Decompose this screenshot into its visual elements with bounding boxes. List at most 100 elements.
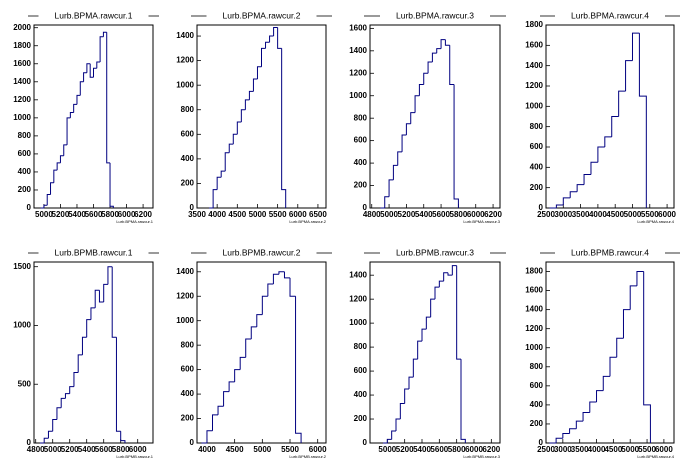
histogram-bin (295, 296, 302, 443)
x-tick-label: 2500 (537, 210, 555, 219)
frame (545, 261, 675, 444)
histogram-bin (53, 169, 58, 183)
y-tick-label: 200 (18, 185, 32, 194)
histogram-bin (638, 33, 647, 208)
title-box (206, 10, 317, 23)
histogram-bin (250, 326, 257, 340)
histogram-bin (443, 272, 448, 282)
y-tick-label: 1200 (176, 291, 194, 300)
x-tick-label: 6000 (309, 445, 327, 454)
x-tick-label: 3000 (554, 445, 572, 454)
histogram-bin (555, 437, 563, 443)
histogram-bin (590, 161, 598, 175)
histogram-bin (583, 173, 591, 185)
y-tick-label: 1600 (349, 23, 367, 32)
y-tick-label: 600 (354, 136, 368, 145)
histogram-bin (631, 32, 640, 61)
x-tick-label: 5200 (61, 445, 79, 454)
histogram-bin (629, 285, 637, 310)
histogram-bin (224, 152, 230, 172)
x-tick-label: 5000 (253, 445, 271, 454)
x-tick-label: 4000 (198, 445, 216, 454)
histogram-bin (569, 428, 577, 434)
y-tick-label: 1200 (13, 95, 31, 104)
y-tick-label: 2000 (13, 23, 31, 32)
histogram-bin (220, 170, 226, 178)
histogram-bin (392, 164, 398, 180)
y-tick-label: 1400 (176, 267, 194, 276)
histogram-bin (438, 280, 444, 288)
histogram-bin (120, 431, 126, 443)
x-tick-label: 4500 (606, 210, 624, 219)
histogram-bin (436, 48, 442, 54)
histogram-bin (256, 66, 262, 80)
x-tick-label: 6000 (465, 445, 483, 454)
histogram-bin (569, 191, 578, 198)
chart-title: Lurb.BPMB.rawcur.1 (55, 247, 133, 257)
histogram-bin (272, 273, 279, 285)
histogram-bin (216, 176, 222, 190)
frame (196, 261, 327, 444)
y-tick-label: 200 (530, 183, 544, 192)
histogram-bin (277, 27, 282, 49)
title-box (38, 10, 149, 23)
histogram-bin (281, 48, 287, 208)
histogram-bin (223, 391, 230, 407)
histogram-bin (582, 412, 590, 422)
chart-title: Lurb.BPMB.rawcur.2 (223, 247, 301, 257)
histogram-bin (212, 414, 219, 431)
histogram-bin (99, 36, 104, 62)
y-tick-label: 800 (354, 342, 368, 351)
x-tick-label: 5000 (378, 445, 396, 454)
x-tick-label: 6200 (134, 210, 152, 219)
x-tick-label: 6200 (482, 445, 500, 454)
y-tick-label: 1200 (525, 324, 543, 333)
x-axis-label: Lurb.BPMA.rawcur.3 (463, 219, 500, 224)
x-tick-label: 3000 (554, 210, 572, 219)
histogram-bin (404, 388, 409, 404)
x-axis-label: Lurb.BPMB.rawcur.2 (289, 454, 326, 459)
x-tick-label: 5500 (281, 445, 299, 454)
chart-title: Lurb.BPMA.rawcur.1 (55, 10, 133, 20)
y-tick-label: 1400 (525, 305, 543, 314)
y-tick-label: 200 (181, 179, 195, 188)
x-tick-label: 5800 (450, 210, 468, 219)
histogram-bin (228, 381, 235, 392)
y-tick-label: 800 (354, 113, 368, 122)
x-axis-label: Lurb.BPMA.rawcur.2 (289, 219, 326, 224)
histogram-bin (273, 26, 278, 37)
y-tick-label: 1000 (525, 101, 543, 110)
x-tick-label: 4500 (604, 445, 622, 454)
histogram-bin (408, 376, 414, 390)
y-tick-label: 1600 (13, 59, 31, 68)
y-tick-label: 800 (18, 131, 32, 140)
chart-title: Lurb.BPMB.rawcur.3 (396, 247, 474, 257)
x-tick-label: 5600 (430, 445, 448, 454)
y-tick-label: 400 (354, 390, 368, 399)
histogram-bin (77, 354, 83, 373)
x-tick-label: 5800 (448, 445, 466, 454)
frame (196, 24, 327, 209)
histogram-bin (115, 337, 121, 432)
histogram-bin (434, 286, 440, 300)
histogram-bin (449, 45, 455, 86)
histogram-bin (106, 32, 111, 164)
x-tick-label: 3500 (571, 445, 589, 454)
x-tick-label: 5800 (112, 445, 130, 454)
x-axis-label: Lurb.BPMB.rawcur.1 (116, 454, 153, 459)
histogram-bin (388, 179, 394, 197)
histogram-bin (447, 272, 453, 276)
histogram-bin (412, 358, 418, 378)
y-tick-label: 1200 (349, 294, 367, 303)
y-tick-label: 0 (363, 203, 368, 212)
x-tick-label: 5500 (641, 210, 659, 219)
y-tick-label: 200 (354, 181, 368, 190)
y-tick-label: 1200 (525, 81, 543, 90)
y-tick-label: 1000 (13, 113, 31, 122)
y-tick-label: 0 (27, 438, 32, 447)
histogram-bin (81, 336, 87, 355)
histogram-bin (405, 123, 411, 136)
y-tick-label: 1400 (349, 46, 367, 55)
histogram-bin (66, 117, 71, 145)
y-tick-label: 600 (181, 129, 195, 138)
